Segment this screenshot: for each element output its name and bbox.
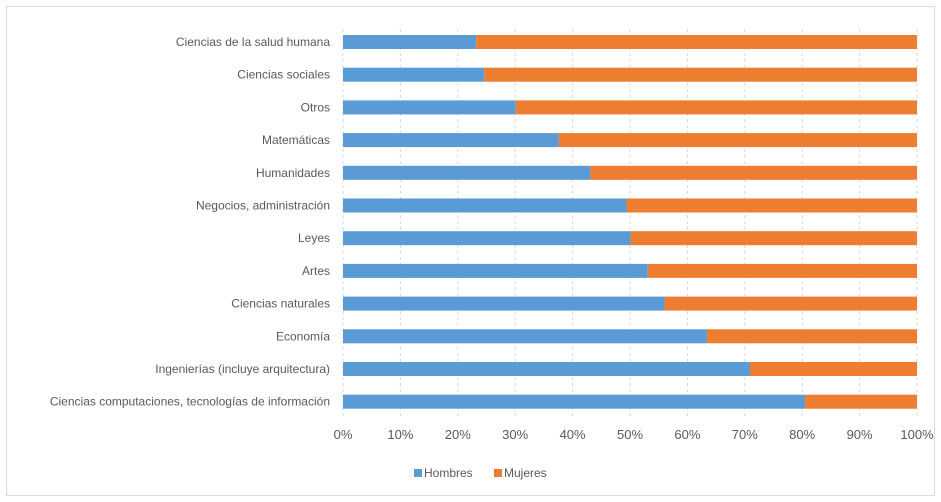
bar-segment — [343, 263, 648, 278]
category-label: Ciencias sociales — [237, 68, 330, 82]
legend-swatch — [494, 469, 502, 477]
bar-segment — [343, 394, 806, 409]
x-tick-label: 0% — [334, 427, 353, 442]
category-label: Matemáticas — [262, 133, 330, 147]
category-label: Ciencias naturales — [231, 297, 330, 311]
bar-segment — [515, 100, 917, 115]
bar-segment — [647, 263, 917, 278]
x-tick-label: 100% — [900, 427, 934, 442]
x-tick-label: 90% — [847, 427, 873, 442]
x-tick-label: 80% — [789, 427, 815, 442]
x-tick-label: 70% — [732, 427, 758, 442]
bar-segment — [749, 362, 917, 376]
bar-segment — [343, 198, 627, 213]
x-tick-label: 50% — [617, 427, 643, 442]
category-label: Ingenierías (incluye arquitectura) — [155, 362, 330, 376]
bar-segment — [343, 133, 559, 148]
category-label: Humanidades — [256, 166, 330, 180]
category-label: Otros — [301, 100, 330, 114]
category-labels: Ciencias de la salud humana Ciencias soci… — [50, 35, 330, 409]
bars — [343, 35, 917, 409]
bar-segment — [343, 329, 707, 344]
category-label: Negocios, administración — [196, 199, 330, 213]
category-label: Artes — [302, 264, 330, 278]
legend: Hombres Mujeres — [414, 466, 547, 480]
bar-segment — [630, 231, 917, 246]
category-label: Ciencias computaciones, tecnologías de i… — [50, 395, 330, 409]
bar-segment — [626, 198, 917, 213]
category-label: Economía — [276, 329, 330, 343]
bar-segment — [343, 35, 477, 49]
bar-segment — [343, 296, 665, 311]
bar-segment — [476, 35, 917, 49]
bar-segment — [590, 165, 917, 180]
bar-segment — [343, 165, 591, 180]
chart-frame: Ciencias de la salud humana Ciencias soci… — [6, 6, 935, 496]
bar-segment — [664, 296, 917, 311]
x-tick-label: 10% — [387, 427, 413, 442]
bar-segment — [343, 67, 485, 82]
x-tick-label: 60% — [674, 427, 700, 442]
x-tick-labels: 0% 10% 20% 30% 40% 50% 60% 70% 80% 90% 100% — [334, 427, 934, 442]
x-tick-label: 20% — [445, 427, 471, 442]
bar-segment — [805, 394, 917, 409]
x-tick-label: 40% — [560, 427, 586, 442]
bar-segment — [343, 231, 631, 246]
gridlines — [342, 29, 918, 417]
legend-label: Hombres — [424, 466, 473, 480]
bar-segment — [558, 133, 917, 148]
stacked-bar-chart: Ciencias de la salud humana Ciencias soci… — [50, 29, 934, 480]
bar-segment — [343, 362, 750, 376]
bar-segment — [706, 329, 917, 344]
x-tick-label: 30% — [502, 427, 528, 442]
bar-segment — [484, 67, 917, 82]
legend-label: Mujeres — [504, 466, 547, 480]
category-label: Leyes — [298, 231, 330, 245]
legend-swatch — [414, 469, 422, 477]
category-label: Ciencias de la salud humana — [176, 35, 330, 49]
bar-segment — [343, 100, 516, 115]
